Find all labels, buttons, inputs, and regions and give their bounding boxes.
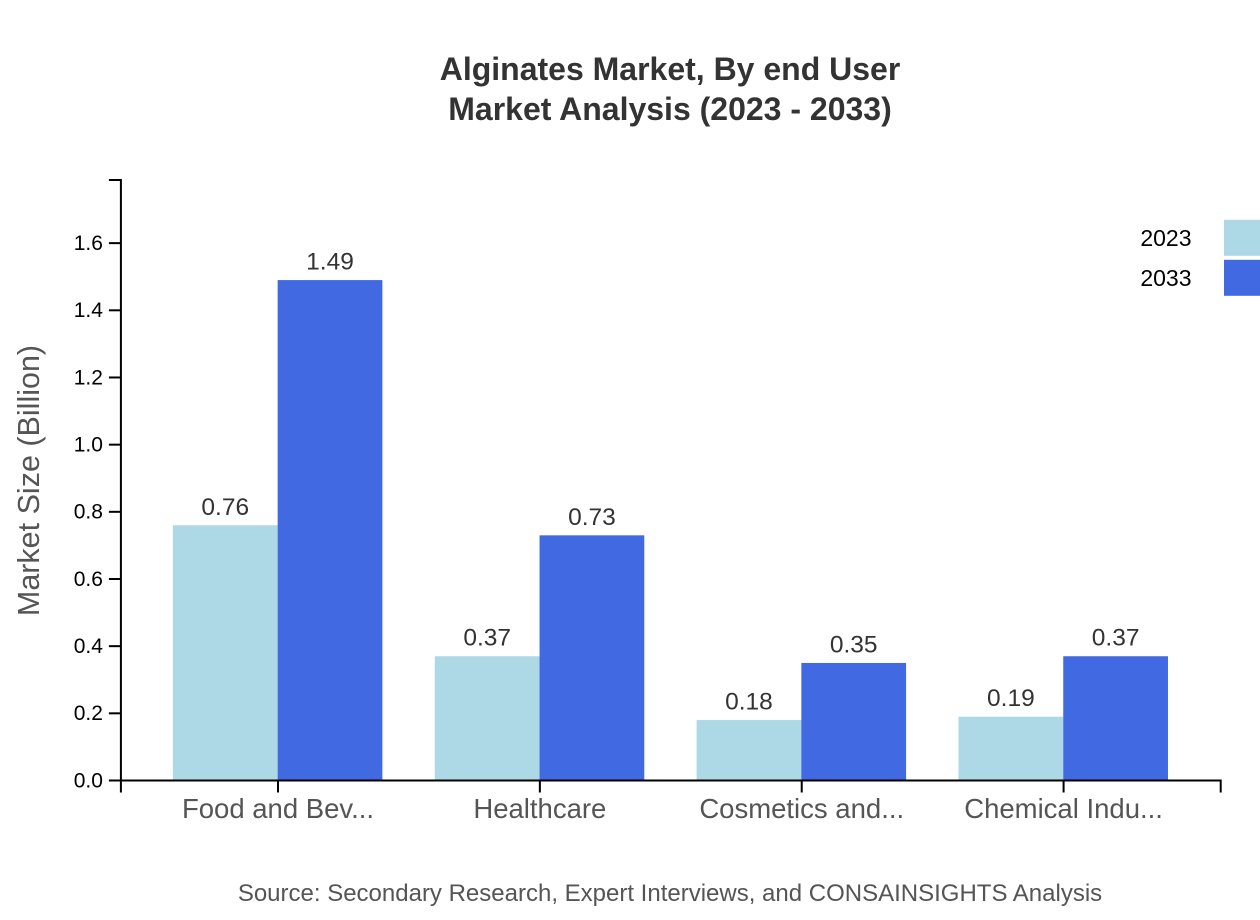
- svg-text:0.8: 0.8: [74, 501, 103, 524]
- svg-text:0.6: 0.6: [74, 568, 103, 591]
- svg-text:0.0: 0.0: [74, 769, 103, 792]
- svg-text:0.76: 0.76: [201, 494, 249, 521]
- svg-text:0.37: 0.37: [463, 625, 511, 652]
- svg-text:0.37: 0.37: [1092, 625, 1140, 652]
- svg-text:0.19: 0.19: [987, 685, 1035, 712]
- svg-text:Food and Bev...: Food and Bev...: [182, 793, 374, 824]
- svg-text:0.73: 0.73: [568, 504, 616, 531]
- svg-text:Source: Secondary Research, Ex: Source: Secondary Research, Expert Inter…: [238, 880, 1102, 907]
- svg-text:Chemical Indu...: Chemical Indu...: [964, 793, 1163, 824]
- svg-text:2023: 2023: [1140, 225, 1191, 251]
- svg-text:Market Analysis (2023 - 2033): Market Analysis (2023 - 2033): [448, 91, 892, 127]
- svg-text:1.2: 1.2: [74, 366, 103, 389]
- svg-text:0.35: 0.35: [830, 631, 878, 658]
- svg-text:1.4: 1.4: [74, 299, 104, 322]
- svg-text:Market Size (Billion): Market Size (Billion): [12, 345, 46, 616]
- svg-text:0.2: 0.2: [74, 702, 103, 725]
- svg-text:0.4: 0.4: [74, 635, 104, 658]
- svg-text:Healthcare: Healthcare: [473, 793, 606, 824]
- svg-text:2033: 2033: [1140, 265, 1191, 291]
- svg-text:Alginates Market, By end User: Alginates Market, By end User: [440, 51, 901, 87]
- svg-text:1.49: 1.49: [306, 249, 354, 276]
- svg-text:1.0: 1.0: [74, 433, 103, 456]
- svg-text:0.18: 0.18: [725, 689, 773, 716]
- svg-text:Cosmetics and...: Cosmetics and...: [699, 793, 904, 824]
- svg-text:1.6: 1.6: [74, 232, 103, 255]
